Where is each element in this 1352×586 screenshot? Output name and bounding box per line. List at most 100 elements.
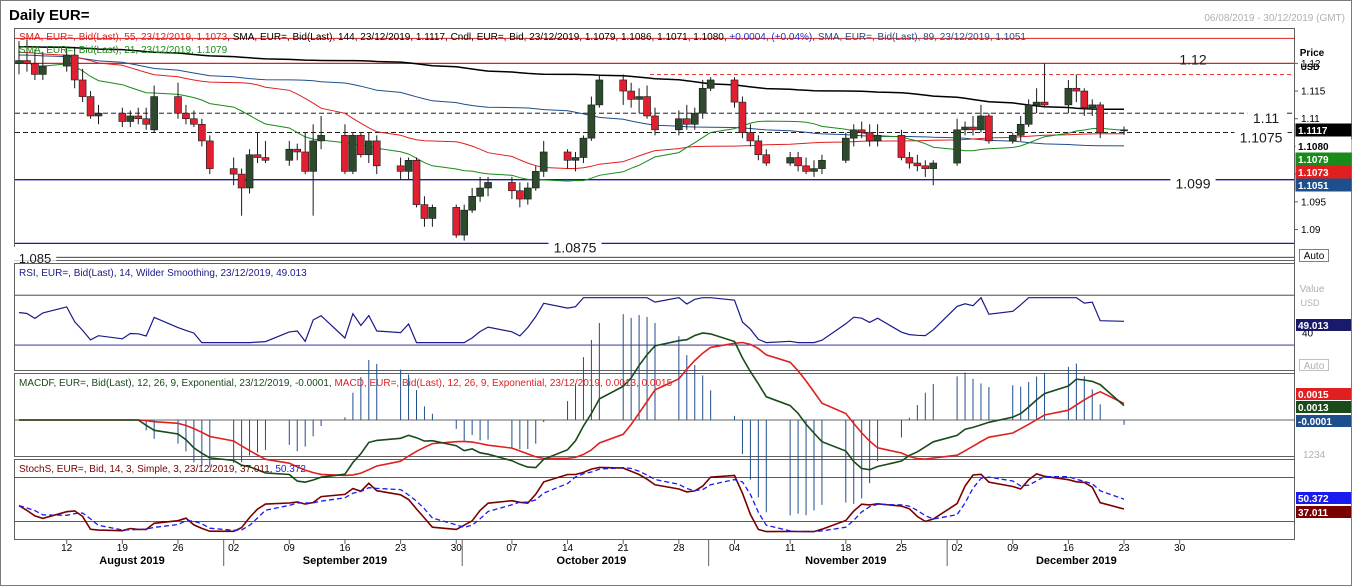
x-tick-label: 09: [284, 543, 296, 554]
price-axis-unit: USD: [1300, 62, 1320, 72]
candle-body: [1080, 90, 1089, 108]
x-tick-label: 21: [618, 543, 630, 554]
candle-body: [357, 135, 365, 156]
price-axis-title: Price: [1300, 48, 1325, 59]
candle-body: [372, 140, 381, 167]
month-label: September 2019: [303, 555, 387, 567]
candle-body: [563, 151, 572, 161]
rsi-auto-button[interactable]: [1299, 359, 1329, 371]
candle-body: [810, 168, 818, 172]
x-tick-label: 26: [172, 543, 184, 554]
candle-body: [1024, 104, 1033, 125]
candle-body: [841, 137, 850, 161]
price-plot: 1.12 1.11 1.1075 1.099 1.0875 1.085: [13, 35, 1294, 266]
macd-line: [19, 332, 1125, 484]
price-auto-button[interactable]: [1299, 249, 1329, 262]
candle-body: [364, 140, 373, 156]
candle-body: [1064, 87, 1073, 106]
price-tag-value: 1.1080: [1298, 142, 1329, 153]
candle-body: [301, 151, 310, 172]
window-title: Daily EUR=: [9, 7, 90, 24]
stoch-tag-bg: [1296, 492, 1351, 504]
month-label: August 2019: [99, 555, 164, 567]
stoch-legend: StochS, EUR=, Bid, 14, 3, Simple, 3, 23/…: [19, 464, 306, 475]
candle-body: [261, 157, 270, 161]
legend-sma55: SMA, EUR=, Bid(Last), 55, 23/12/2019, 1.…: [19, 32, 228, 43]
rsi-tag-value: 49.013: [1298, 321, 1329, 332]
candle-body: [1008, 135, 1017, 142]
candle-body: [126, 115, 135, 122]
stoch-tag-value: 37.011: [1298, 508, 1328, 519]
x-tick-label: 04: [729, 543, 741, 554]
x-tick-label: 14: [562, 543, 574, 554]
x-tick-label: 16: [1063, 543, 1075, 554]
x-tick-label: 25: [896, 543, 908, 554]
price-tag-value: 1.1051: [1298, 181, 1329, 192]
candle-body: [476, 187, 484, 197]
macd-legend: MACDF, EUR=, Bid(Last), 12, 26, 9, Expon…: [19, 378, 673, 389]
x-tick-label: 23: [395, 543, 407, 554]
price-tag-value: 1.1073: [1298, 168, 1329, 179]
macd-tag-value: 0.0013: [1298, 403, 1329, 414]
legend-sma21: SMA, EUR=, Bid(Last), 21, 23/12/2019, 1.…: [19, 45, 228, 56]
x-tick-label: 28: [673, 543, 685, 554]
price-tag-bg: [1295, 139, 1352, 153]
candle-body: [762, 154, 771, 164]
price-axis: 1.121.1151.111.1051.11.0951.091.11171.10…: [1294, 59, 1352, 236]
candle-body: [706, 79, 715, 89]
candle-body: [1072, 87, 1081, 92]
rsi-tag-bg: [1296, 319, 1351, 331]
candle-body: [198, 123, 206, 142]
x-axis: 12 19 26 02 09 16 23 30 07 14 21 28 04 11 18 25 02 09 16 23…: [61, 540, 1186, 567]
macd-signal-line: [19, 341, 1125, 477]
candle-body: [619, 79, 628, 92]
candle-body: [508, 182, 516, 192]
candle-body: [873, 135, 882, 142]
candle-body: [174, 96, 182, 114]
x-tick-label: 19: [117, 543, 129, 554]
candle-body: [396, 165, 405, 172]
candle-body: [738, 101, 747, 133]
candle-body: [229, 168, 238, 175]
level-label-bg: [1234, 125, 1288, 141]
stoch-k-line: [18, 466, 1125, 533]
candle-body: [682, 118, 691, 125]
macd-tag-value: 0.0015: [1298, 390, 1329, 401]
candle-body: [460, 209, 469, 236]
candle-body: [94, 112, 103, 117]
macd-legend-b: MACD, EUR=, Bid(Last), 12, 26, 9, Expone…: [334, 378, 672, 389]
level-label: 1.12: [1179, 51, 1206, 67]
stoch-legend-a: StochS, EUR=, Bid, 14, 3, Simple, 3, 23/…: [19, 464, 273, 475]
price-tick-label: 1.11: [1301, 114, 1320, 125]
month-label: December 2019: [1036, 555, 1117, 567]
x-tick-label: 07: [506, 543, 518, 554]
candle-body: [929, 162, 938, 169]
candle-body: [237, 173, 246, 189]
candle-body: [905, 157, 914, 164]
candle-body: [531, 171, 540, 189]
level-label: 1.11: [1253, 110, 1279, 126]
price-tag-bg: [1295, 165, 1352, 179]
candle-body: [961, 126, 969, 131]
candle-body: [1096, 104, 1104, 133]
candle-body: [428, 207, 437, 219]
candle-body: [134, 115, 143, 120]
stoch-plot: 50.372 37.011: [15, 466, 1351, 533]
candle-body: [404, 159, 413, 172]
stoch-d-line: [18, 467, 1125, 533]
level-label-bg: [548, 235, 602, 251]
candle-body: [571, 157, 580, 161]
candle-body: [285, 148, 294, 161]
x-tick-label: 11: [785, 543, 796, 554]
candle-body: [245, 154, 254, 189]
candle-body: [1016, 123, 1025, 136]
candle-body: [253, 154, 262, 158]
price-tick-label: 1.095: [1301, 197, 1326, 208]
x-tick-label: 30: [1174, 543, 1186, 554]
price-tick-label: 1.115: [1301, 87, 1326, 98]
sma89-line: [18, 54, 1125, 147]
candle-body: [675, 118, 683, 131]
legend-change: +0.0004, (+0.04%),: [729, 32, 815, 43]
